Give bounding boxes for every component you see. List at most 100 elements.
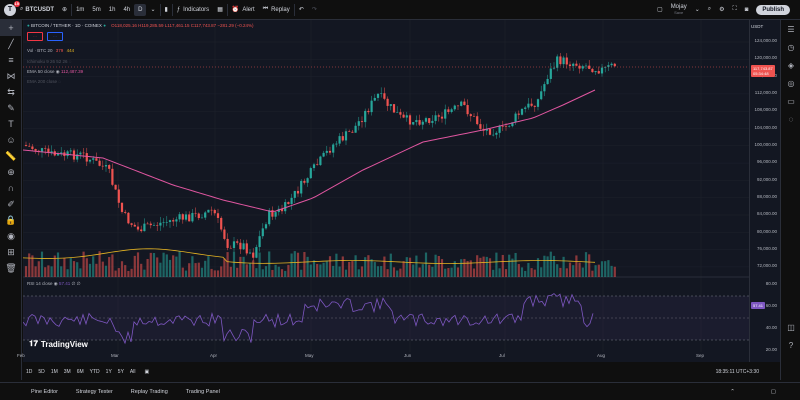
candle-body <box>117 189 120 203</box>
tab-replay-trading[interactable]: Replay Trading <box>130 388 168 395</box>
watchlist-button[interactable]: ☰ <box>781 20 800 38</box>
magnet-tool[interactable]: ∩ <box>0 180 22 196</box>
alert-button[interactable]: ⏰ Alert <box>228 0 259 20</box>
chart-canvas[interactable] <box>23 20 749 362</box>
snapshot-button[interactable]: ◙ <box>741 0 753 20</box>
price-axis[interactable]: USDT 124,000.00 120,000.00 116,000.00 11… <box>749 20 780 362</box>
range-3m[interactable]: 3M <box>63 369 71 375</box>
patterns-tool[interactable]: ⋈ <box>0 68 22 84</box>
interval-1m[interactable]: 1m <box>76 6 85 13</box>
candle-body <box>354 125 357 133</box>
emoji-tool[interactable]: ☺ <box>0 132 22 148</box>
calendar-button[interactable]: ▭ <box>781 92 800 110</box>
interval-1h[interactable]: 1h <box>108 6 116 13</box>
fib-tool[interactable]: ≡ <box>0 52 22 68</box>
volume-bar <box>162 252 165 277</box>
delete-drawings-tool[interactable]: 🗑 <box>0 260 22 276</box>
symbol-search[interactable]: ⌕ BTCUSDT <box>16 0 58 20</box>
undo-button[interactable]: ↶ <box>295 0 308 20</box>
ema50-legend[interactable]: EMA 50 close ◉ 112,487.39 <box>27 69 83 75</box>
volume-bar <box>168 259 172 277</box>
interval-dropdown[interactable]: ⌄ <box>146 0 159 20</box>
maximize-panel-button[interactable]: ▢ <box>753 389 794 395</box>
range-1d[interactable]: 1D <box>26 369 33 375</box>
range-1m[interactable]: 1M <box>50 369 58 375</box>
range-ytd[interactable]: YTD <box>89 369 100 375</box>
tab-trading-panel[interactable]: Trading Panel <box>185 388 220 395</box>
candle-body <box>501 125 504 127</box>
range-5d[interactable]: 5D <box>38 369 45 375</box>
volume-bar <box>360 266 364 277</box>
tab-strategy-tester[interactable]: Strategy Tester <box>75 388 113 395</box>
divider <box>159 3 161 16</box>
publish-button[interactable]: Publish <box>752 0 800 20</box>
range-5y[interactable]: 5Y <box>117 369 124 375</box>
vol-legend[interactable]: Vol · BTC 20 379 444 <box>27 48 74 53</box>
ideas-button[interactable]: ◌ <box>781 110 800 128</box>
interval-5m[interactable]: 5m <box>92 6 101 13</box>
rsi-legend[interactable]: RSI 14 close ◉ 57.41 ∅ ∅ <box>27 281 81 287</box>
alerts-panel-button[interactable]: ◷ <box>781 38 800 56</box>
lock-drawings-tool[interactable]: ✐ <box>0 196 22 212</box>
volume-bar <box>290 253 293 277</box>
text-tool[interactable]: T <box>0 116 22 132</box>
object-tree-tool[interactable]: ⊞ <box>0 244 22 260</box>
interval-4h[interactable]: 4h <box>123 6 131 13</box>
help-button[interactable]: ? <box>781 336 800 354</box>
data-window-button[interactable]: ◈ <box>781 56 800 74</box>
symbol-status-dot: ● <box>27 23 30 28</box>
chart-pane[interactable]: ● BITCOIN / TETHER · 1D · COINEX ● O118,… <box>17 20 749 362</box>
volume-bar <box>383 256 386 277</box>
volume-bar <box>357 269 360 277</box>
settings-button[interactable]: ⚙ <box>715 0 728 20</box>
range-1y[interactable]: 1Y <box>105 369 112 375</box>
candle-body <box>559 56 562 65</box>
measure-tool[interactable]: 📏 <box>0 148 22 164</box>
volume-bar <box>588 254 591 277</box>
ema200-legend[interactable]: EMA 200 close ◌ <box>27 79 61 84</box>
quick-search-button[interactable]: ⌕ <box>704 0 715 20</box>
bottom-panel-tabs: Pine Editor Strategy Tester Replay Tradi… <box>0 382 800 400</box>
zoom-tool[interactable]: ⊕ <box>0 164 22 180</box>
tab-pine-editor[interactable]: Pine Editor <box>31 388 58 395</box>
hotlists-button[interactable]: ◎ <box>781 74 800 92</box>
range-all[interactable]: All <box>129 369 136 375</box>
redo-button[interactable]: ↷ <box>308 0 321 20</box>
hide-drawings-tool[interactable]: ◉ <box>0 228 22 244</box>
time-axis[interactable]: Feb Mar Apr May Jun Jul Aug Sep <box>17 352 749 362</box>
tradingview-menu-logo[interactable]: T 15 <box>4 0 20 16</box>
layout-name-button[interactable]: Mojay Save <box>667 0 691 20</box>
lock-tool[interactable]: 🔒 <box>0 212 22 228</box>
layout-toggle-button[interactable]: ▢ <box>653 0 667 20</box>
ichimoku-legend[interactable]: Ichimoku 9 26 52 26 ◌ <box>27 59 71 64</box>
divider <box>71 3 73 16</box>
forecast-tool[interactable]: ⇆ <box>0 84 22 100</box>
fullscreen-button[interactable]: ⛶ <box>729 0 741 20</box>
candle-body <box>357 121 360 126</box>
replay-button[interactable]: ⏮ Replay <box>259 0 294 20</box>
date-range-button[interactable]: ▣ <box>138 369 155 375</box>
candle-body <box>613 63 616 67</box>
collapse-panel-button[interactable]: ⌃ <box>712 389 753 395</box>
indicators-button[interactable]: ƒ Indicators <box>173 0 213 20</box>
chart-type-button[interactable]: ▮ <box>161 0 172 20</box>
volume-bar <box>613 266 616 277</box>
volume-bar <box>370 259 373 277</box>
zoom-in-icon: ⊕ <box>7 166 15 177</box>
layout-dropdown[interactable]: ⌄ <box>691 0 704 20</box>
trend-line-tool[interactable]: ╱ <box>0 36 22 52</box>
templates-button[interactable]: ▦ <box>213 0 227 20</box>
volume-bar <box>479 257 482 277</box>
compare-symbol-button[interactable]: ⊕ <box>58 0 71 20</box>
volume-bar <box>495 252 498 277</box>
interval-1d[interactable]: D <box>134 3 147 16</box>
buy-button[interactable]: … <box>47 32 63 41</box>
crosshair-tool[interactable]: + <box>0 20 22 36</box>
brush-tool[interactable]: ✎ <box>0 100 22 116</box>
candle-body <box>578 65 581 69</box>
dom-button[interactable]: ◫ <box>781 318 800 336</box>
candle-body <box>274 212 277 217</box>
sell-button[interactable]: … <box>27 32 43 41</box>
range-6m[interactable]: 6M <box>76 369 84 375</box>
timezone-clock[interactable]: 18:35:11 UTC+3:30 <box>715 369 759 375</box>
